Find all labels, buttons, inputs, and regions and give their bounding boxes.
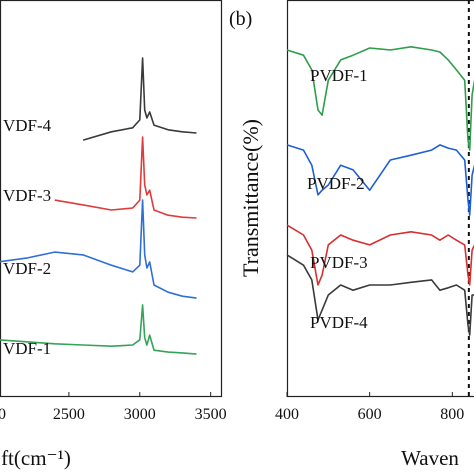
spectrum-line <box>286 46 474 151</box>
spectrum-line <box>82 57 197 141</box>
series-label: PVDF-4 <box>310 313 368 332</box>
spectrum-line <box>286 224 474 286</box>
x-tick-label: 00 <box>0 406 6 423</box>
plot-frame <box>286 0 474 398</box>
x-tick-label: 3000 <box>124 406 156 423</box>
spectrum-line <box>0 304 197 355</box>
x-tick-label: 2500 <box>53 406 85 423</box>
spectrum-line <box>286 144 474 216</box>
plot-frame <box>0 0 223 398</box>
x-axis-label: Waven <box>401 446 459 470</box>
spectrum-line <box>0 199 197 299</box>
spectrum-line <box>54 136 197 219</box>
x-axis-label: ft(cm⁻¹) <box>1 446 71 470</box>
series-label: PVDF-2 <box>307 174 365 193</box>
series-label: PVDF-1 <box>310 66 368 85</box>
series-label: VDF-4 <box>3 116 52 135</box>
x-tick-label: 3500 <box>195 406 227 423</box>
series-label: VDF-2 <box>3 259 51 278</box>
x-tick-label: 800 <box>440 406 464 423</box>
x-tick-label: 600 <box>358 406 382 423</box>
panel-label: (b) <box>229 8 252 30</box>
series-label: VDF-1 <box>3 339 51 358</box>
spectrum-line <box>286 254 474 336</box>
y-axis-label: Transmittance(%) <box>238 119 263 277</box>
series-label: PVDF-3 <box>310 253 368 272</box>
series-label: VDF-3 <box>3 186 51 205</box>
x-tick-label: 400 <box>275 406 299 423</box>
